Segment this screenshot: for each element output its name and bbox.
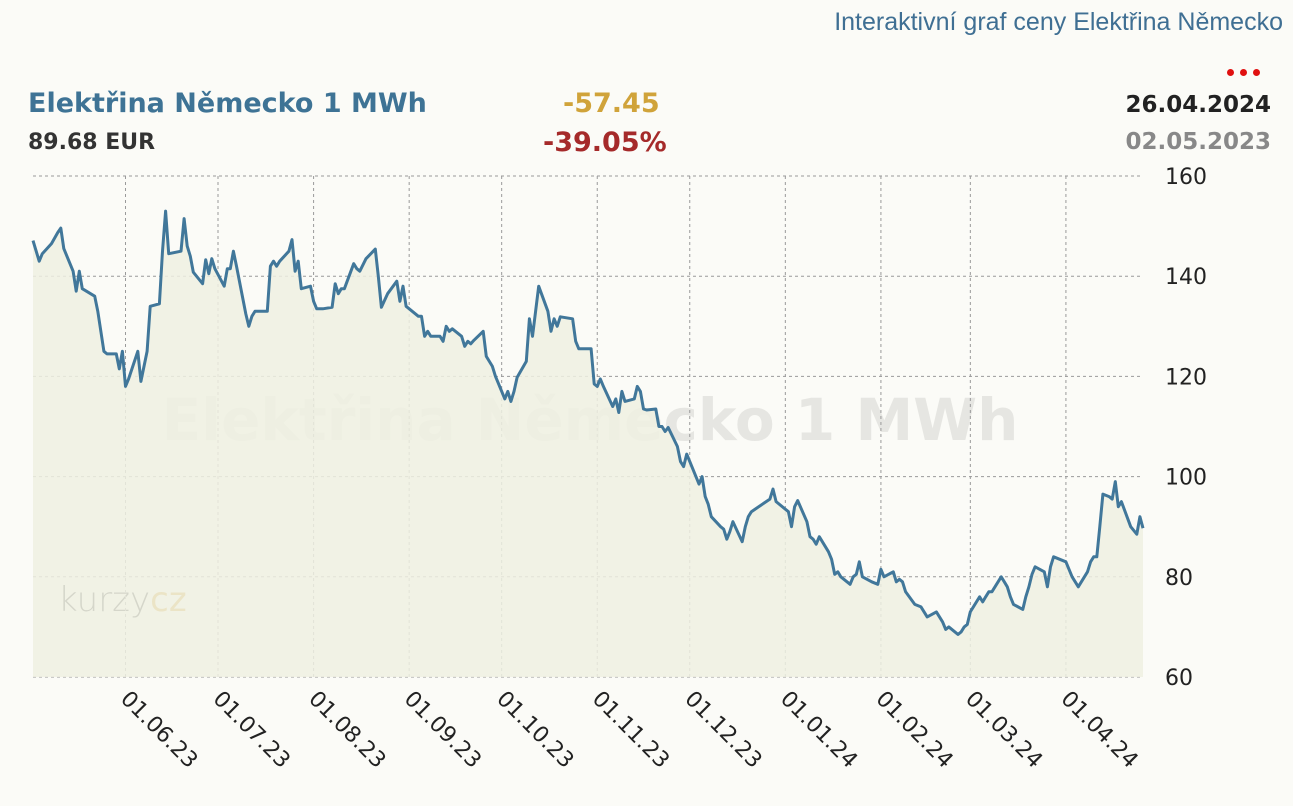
x-axis: 01.06.23 01.07.23 01.08.23 01.09.23 01.10.23…	[115, 687, 1142, 774]
change-percent: -39.05%	[543, 127, 667, 158]
y-tick-label: 160	[1165, 165, 1207, 190]
x-tick-label: 01.09.23	[399, 687, 486, 774]
x-tick-label: 01.01.24	[775, 687, 862, 774]
date-start: 02.05.2023	[1125, 129, 1271, 155]
x-tick-label: 01.08.23	[303, 687, 390, 774]
change-absolute: -57.45	[563, 88, 660, 119]
price-area	[33, 211, 1143, 677]
instrument-title: Elektřina Německo 1 MWh	[28, 88, 427, 119]
x-tick-label: 01.10.23	[491, 687, 578, 774]
x-tick-label: 01.12.23	[680, 687, 767, 774]
x-tick-label: 01.11.23	[587, 687, 674, 774]
chart-link[interactable]: Interaktivní graf ceny Elektřina Německo	[834, 8, 1283, 36]
x-tick-label: 01.02.24	[871, 687, 958, 774]
menu-dots-icon[interactable]	[1227, 69, 1260, 76]
x-tick-label: 01.07.23	[208, 687, 295, 774]
price-line	[31, 209, 1145, 636]
y-tick-label: 60	[1165, 666, 1193, 691]
y-tick-label: 80	[1165, 566, 1193, 591]
x-tick-label: 01.04.24	[1056, 687, 1143, 774]
x-tick-label: 01.03.24	[960, 687, 1047, 774]
date-end: 26.04.2024	[1125, 92, 1271, 118]
current-price: 89.68 EUR	[28, 130, 156, 155]
y-tick-label: 100	[1165, 466, 1207, 491]
y-axis: 160 140 120 100 80 60	[1165, 165, 1207, 691]
y-tick-label: 140	[1165, 265, 1207, 290]
y-tick-label: 120	[1165, 365, 1207, 390]
x-tick-label: 01.06.23	[115, 687, 202, 774]
